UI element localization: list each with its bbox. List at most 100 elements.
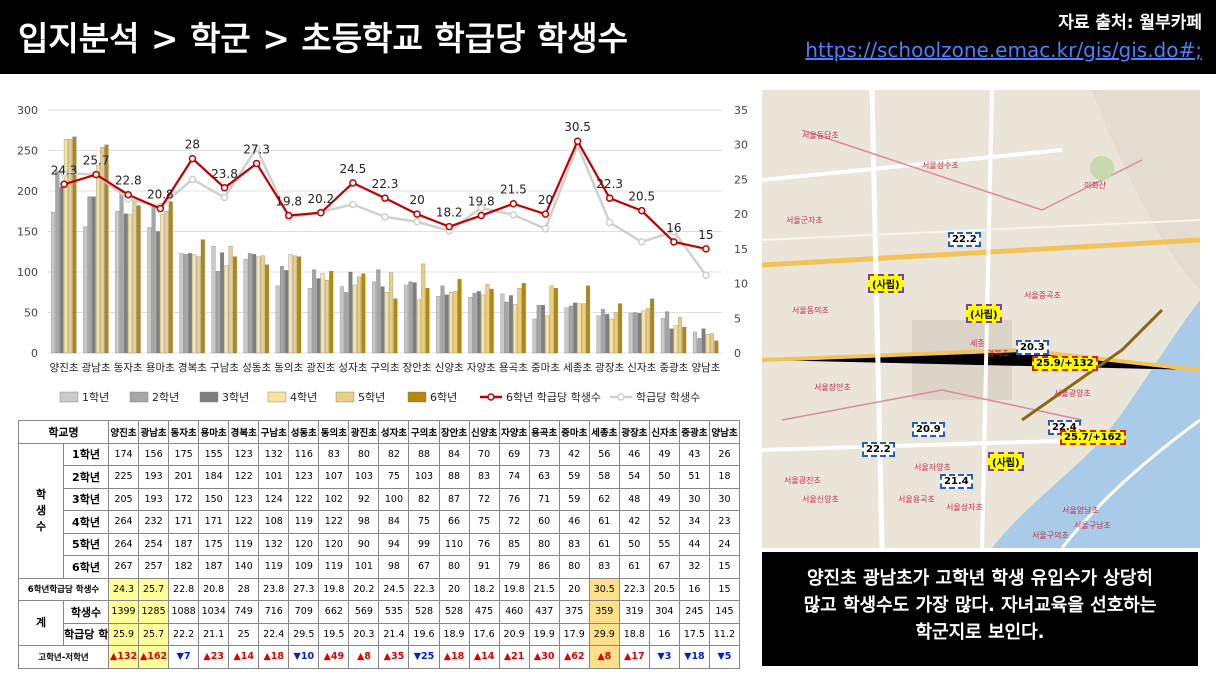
table-cell: 30.5 (588, 577, 620, 601)
bar-2 (600, 309, 605, 354)
note-line: 양진초 광남초가 고학년 학생 유입수가 상당히 (807, 568, 1153, 589)
bar-6 (425, 288, 430, 354)
bar-6 (265, 264, 270, 354)
y2-tick-label: 30 (734, 139, 748, 152)
x-tick-label: 동자초 (114, 362, 143, 374)
table-cell: 50 (618, 532, 650, 556)
data-table: 학교명 양진초 광남초 동자초 용마초 경복초 구남초 성동초 동의초 광진초 성자초 구의초 장안초 신… (18, 420, 741, 669)
diff-cell: ▲30 (528, 645, 560, 669)
table-cell: 193 (138, 487, 170, 511)
bar-5 (710, 333, 715, 354)
legend-swatch (59, 391, 79, 403)
table-row: 3학년 205 193 172 150 123 124 122 102 92 100 82 87 72 76… (19, 487, 741, 511)
bar-6 (585, 285, 590, 354)
table-cell: 122 (228, 465, 260, 489)
table-cell: 98 (378, 555, 410, 579)
table-cell: 22.2 (168, 622, 200, 646)
diff-cell: ▲18 (258, 645, 290, 669)
note-line: 많고 학생수도 가장 많다. 자녀교육을 선호하는 (803, 595, 1157, 616)
data-label: 30.5 (564, 120, 591, 134)
bar-3 (669, 328, 674, 354)
table-cell: 716 (258, 600, 290, 624)
data-label: 24.5 (340, 162, 367, 176)
table-cell: 124 (258, 487, 290, 511)
y2-tick-label: 15 (734, 243, 748, 256)
table-row: 고학년-저학년 ▲132 ▲162 ▼7 ▲23 ▲14 ▲18 ▼10 ▲49 ▲8 ▲35 ▼25… (18, 645, 741, 669)
table-cell: 528 (438, 600, 470, 624)
table-cell: 30 (708, 487, 741, 511)
bar-2 (472, 292, 477, 354)
bar-2 (119, 190, 124, 354)
table-cell: 108 (258, 510, 290, 534)
bar-5 (164, 211, 169, 354)
data-table-wrap: 학교명 양진초 광남초 동자초 용마초 경복초 구남초 성동초 동의초 광진초 성자초 구의초 장안초 신… (18, 420, 741, 669)
table-cell: 85 (498, 532, 530, 556)
table-cell: 49 (648, 487, 680, 511)
table-row: 계 학생수 1399 1285 1088 1034 749 716 709 662 569 535 52… (18, 600, 741, 646)
data-label: 20 (409, 193, 424, 207)
perclass-point (605, 218, 614, 227)
bar-1 (115, 211, 120, 354)
table-cell: 232 (138, 510, 170, 534)
bar-3 (541, 305, 546, 354)
bar-2 (440, 285, 445, 354)
map-place-label: 경복초 (987, 349, 1010, 358)
table-cell: 80 (558, 555, 590, 579)
source-link[interactable]: https://schoolzone.emac.kr/gis/gis.do#; (805, 38, 1202, 62)
data-label: 23.8 (211, 167, 238, 181)
table-cell: 120 (318, 532, 350, 556)
bar-6 (489, 288, 494, 354)
table-cell: 145 (708, 600, 741, 624)
table-cell: 84 (378, 510, 410, 534)
bar-1 (628, 313, 633, 354)
x-tick-label: 중마초 (531, 362, 560, 374)
table-cell: 62 (588, 487, 620, 511)
perclass-point (188, 175, 197, 184)
bar-4 (320, 273, 325, 354)
table-cell: 87 (438, 487, 470, 511)
map-place-label: 이화산 (1084, 181, 1107, 190)
table-cell: 71 (528, 487, 560, 511)
map-school-label: 20.9 (912, 422, 945, 437)
x-tick-label: 세종초 (563, 362, 592, 374)
class6-point (317, 209, 325, 217)
bar-1 (372, 281, 376, 354)
table-cell: 120 (288, 532, 320, 556)
bar-5 (453, 291, 458, 354)
y2-tick-label: 0 (734, 347, 741, 360)
table-cell: 201 (168, 465, 200, 489)
bar-2 (312, 269, 317, 354)
bar-3 (155, 231, 160, 354)
table-cell: 254 (138, 532, 170, 556)
legend-swatch (199, 391, 219, 403)
bar-4 (449, 292, 454, 354)
column-header: 중광초 (678, 420, 710, 444)
column-header: 양진초 (107, 420, 140, 444)
table-cell: 1399 (107, 600, 140, 624)
diff-cell: ▲132 (107, 645, 140, 669)
bar-1 (275, 285, 280, 354)
bar-3 (252, 254, 257, 354)
column-header: 광장초 (618, 420, 650, 444)
table-cell: 109 (288, 555, 320, 579)
bar-4 (192, 254, 197, 354)
bar-5 (677, 317, 682, 354)
bar-5 (517, 288, 522, 354)
table-cell: 155 (198, 442, 230, 466)
row-label: 4학년 (63, 510, 109, 534)
bar-5 (581, 303, 586, 354)
table-cell: 709 (288, 600, 320, 624)
bar-3 (476, 291, 481, 354)
data-label: 15 (698, 228, 713, 242)
y-tick-label: 300 (17, 104, 38, 117)
bar-3 (123, 213, 128, 354)
table-cell: 80 (438, 555, 470, 579)
diff-cell: ▼25 (408, 645, 440, 669)
row-label: 학생수 (63, 600, 109, 624)
map-school-label: 25.7/+162 (1060, 430, 1126, 445)
table-cell: 30 (678, 487, 710, 511)
table-cell: 119 (318, 555, 350, 579)
table-cell: 16 (678, 577, 710, 601)
table-cell: 50 (648, 465, 680, 489)
table-cell: 1088 (168, 600, 200, 624)
